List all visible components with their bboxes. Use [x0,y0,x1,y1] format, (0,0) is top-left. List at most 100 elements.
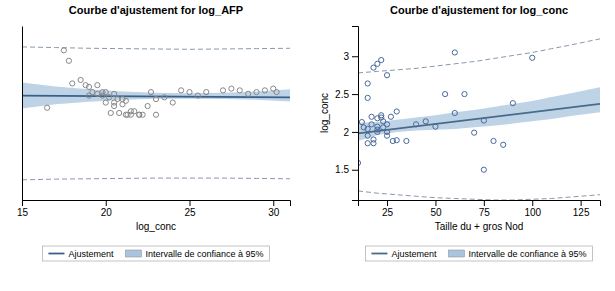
legend-swatch [125,250,141,257]
x-axis-line [23,201,291,207]
plot-area [358,39,600,200]
point [107,95,112,100]
x-tick-label: 50 [430,207,442,218]
x-tick-label: 30 [268,207,280,218]
point [112,91,117,96]
point [365,126,370,131]
point [254,90,259,95]
point [472,130,477,135]
point [45,105,50,110]
legend-label: Intervalle de confiance à 95% [145,249,263,259]
point [220,88,225,93]
x-tick: 20 [101,200,113,218]
point [140,112,145,117]
title: Courbe d'ajustement for log_conc [390,4,568,16]
x-tick: 75 [479,200,491,218]
point [501,142,506,147]
prediction-line [358,191,600,200]
y-tick-label: 2.5 [335,89,349,100]
x-tick-label: 75 [479,207,491,218]
point [90,90,95,95]
y-tick-mark [352,94,358,95]
x-tick-label: 25 [184,207,196,218]
point [365,81,370,86]
x-tick: 25 [184,200,196,218]
legend-swatch [448,250,464,257]
point [153,112,158,117]
point [365,95,370,100]
x-tick-mark [387,200,388,206]
point [162,95,167,100]
y-tick: 2.5 [335,89,358,100]
point [237,88,242,93]
y-axis-line [352,27,359,201]
point [195,93,200,98]
point [394,109,399,114]
point [229,86,234,91]
point [481,167,486,172]
x-tick-label: 20 [101,207,113,218]
x-tick-label: 125 [573,207,590,218]
point [70,81,75,86]
legend-item: Ajustement [48,249,114,259]
x-axis-line [359,201,601,207]
y-tick-label: 1.5 [335,164,349,175]
point [246,91,251,96]
y-tick: 2 [343,127,358,138]
point [179,88,184,93]
point [481,118,486,123]
title: Courbe d'ajustement for log_AFP [69,4,243,16]
point [262,88,267,93]
point [530,55,535,60]
point [452,50,457,55]
point [95,91,100,96]
point [274,90,279,95]
point [371,141,376,146]
legend-item: Ajustement [371,249,437,259]
point [394,138,399,143]
point [86,84,91,89]
legend-item: Intervalle de confiance à 95% [448,249,586,259]
legend-swatch [371,253,387,255]
legend: Ajustement Intervalle de confiance à 95% [42,246,269,261]
point [433,124,438,129]
point [170,100,175,105]
x-tick: 50 [430,200,442,218]
x-axis-title: Taille du + gros Nod [435,221,524,232]
point [369,122,374,127]
y-tick-mark [352,56,358,57]
y-tick-label: 3 [343,51,349,62]
point [95,83,100,88]
point [112,103,117,108]
x-tick-mark [22,200,23,206]
point [369,114,374,119]
legend-label: Intervalle de confiance à 95% [468,249,586,259]
point [384,73,389,78]
point [404,138,409,143]
y-tick-mark [352,132,358,133]
x-tick-mark [190,200,191,206]
point [413,122,418,127]
y-tick-mark [352,170,358,171]
legend-frame [42,246,269,261]
point [365,141,370,146]
legend-item: Intervalle de confiance à 95% [125,249,263,259]
point [491,138,496,143]
point [148,90,153,95]
x-tick-mark [581,200,582,206]
x-tick: 30 [268,200,280,218]
x-tick: 25 [382,200,394,218]
panel: Courbe d'ajustement for log_AFP15202530l… [17,4,291,261]
point [462,91,467,96]
legend-frame [365,246,592,261]
point [510,101,515,106]
x-axis: 15202530 [17,200,291,218]
point [375,129,380,134]
x-tick-mark [106,200,107,206]
y-axis: 1.5 2 2.5 3 [335,27,358,201]
y-axis-title: log_conc [319,93,330,133]
y-axis-line [22,27,23,201]
point [123,98,128,103]
point [117,110,122,115]
point [103,90,108,95]
